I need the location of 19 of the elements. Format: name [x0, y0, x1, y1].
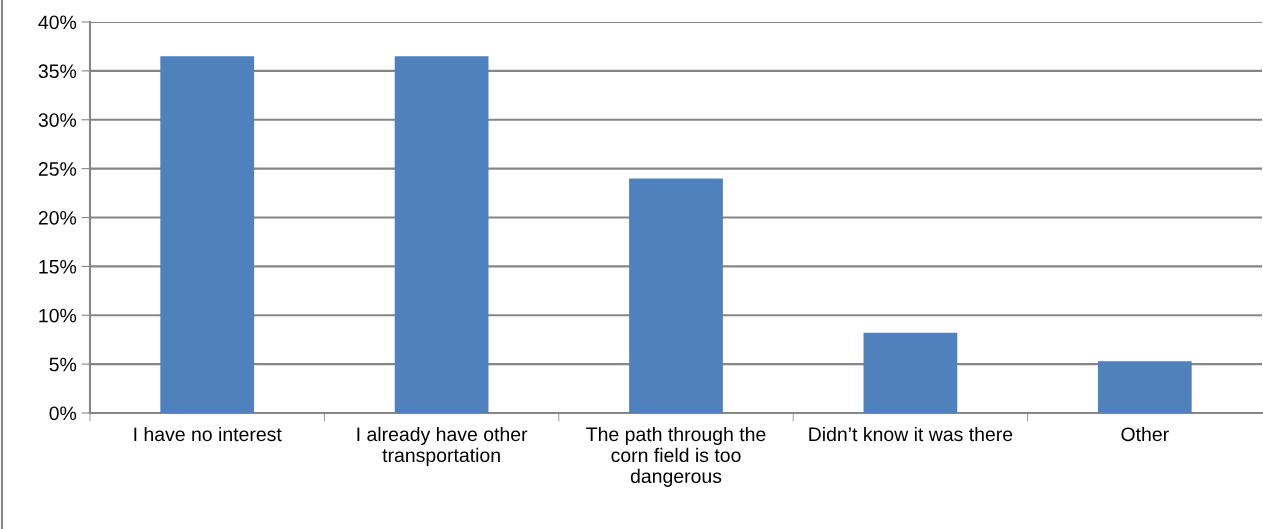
y-tick-label: 35% [38, 64, 77, 79]
y-tick-label: 25% [38, 162, 77, 176]
bar [1097, 361, 1192, 413]
y-tick-label: 10% [39, 308, 77, 323]
bar [160, 56, 255, 413]
x-tick-label: I have no interest [134, 426, 282, 442]
x-tick-label: I already have other transportation [357, 426, 528, 466]
y-tick-label: 40% [38, 15, 77, 30]
y-tick-label: 30% [38, 113, 77, 127]
x-tick-label: Other [1121, 426, 1169, 442]
x-tick-label: The path through the corn field is too dangerous [586, 426, 766, 487]
y-tick-label: 15% [39, 259, 77, 274]
bar [394, 56, 489, 413]
y-tick-label: 0% [49, 406, 77, 421]
y-tick-label: 20% [38, 210, 77, 225]
y-tick-label: 5% [49, 357, 77, 372]
bar [629, 178, 723, 413]
bar [863, 332, 958, 413]
x-tick-label: Didn’t know it was there [809, 426, 1013, 442]
